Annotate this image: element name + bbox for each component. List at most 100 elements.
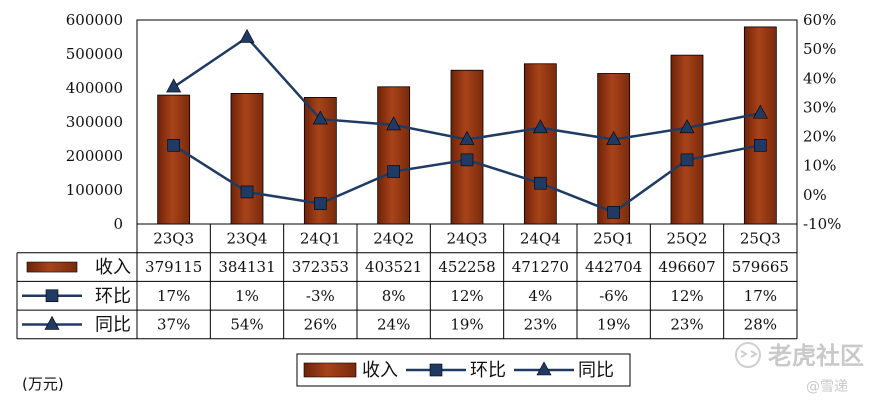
table-cell: 54% [230,315,263,333]
category-label: 23Q3 [153,229,194,247]
watermark-brand: 老虎社区 [768,342,864,370]
table-cell: 471270 [512,258,569,276]
yoy-point [606,130,622,145]
category-label: 25Q1 [593,229,634,247]
mom-point [680,153,694,167]
right-tick-label: 60% [803,11,836,29]
table-cell: 442704 [585,258,642,276]
unit-label: (万元) [22,375,64,393]
table-cell: 12% [450,287,483,305]
table-cell: 23% [524,315,557,333]
table-cell: 19% [450,315,483,333]
table-cell: 19% [597,315,630,333]
watermark-handle: @雪递 [806,379,848,395]
table-cell: 28% [744,315,777,333]
table-cell: 8% [382,287,406,305]
category-label: 23Q4 [227,229,268,247]
revenue-bar [450,69,484,225]
right-tick-label: -10% [803,215,841,233]
table-series-name: 同比 [95,314,131,335]
mom-point [607,206,620,219]
table-series-name: 收入 [95,257,131,278]
table-key-yoy-marker [44,315,60,330]
table-cell: 37% [157,315,190,333]
yoy-point [312,110,328,125]
left-tick-label: 300000 [66,113,123,131]
table-cell: 579665 [732,258,789,276]
left-tick-label: 200000 [66,147,123,165]
category-label: 24Q4 [520,229,561,247]
category-label: 25Q2 [667,229,708,247]
revenue-bar [597,73,631,225]
table-cell: 384131 [218,258,275,276]
yoy-point [166,78,182,93]
yoy-point [532,119,548,134]
table-series-name: 环比 [95,286,131,307]
revenue-bar [157,94,191,225]
table-cell: 17% [157,287,190,305]
left-tick-label: 600000 [66,11,123,29]
table-cell: 1% [235,287,259,305]
mom-point [534,176,547,190]
legend-key-mom-marker [429,363,443,377]
table-cell: 496607 [658,258,715,276]
left-tick-label: 500000 [66,45,123,63]
table-key-revenue [26,261,78,273]
yoy-point [679,119,695,134]
left-tick-label: 0 [113,215,123,233]
right-tick-label: 30% [803,98,836,116]
table-cell: 379115 [145,258,202,276]
revenue-bar [743,26,777,225]
revenue-bar [230,92,264,225]
legend-label-revenue: 收入 [362,360,398,381]
right-tick-label: 50% [803,40,836,58]
left-axis-ticks: 0 100000 200000 300000 400000 500000 600000 [66,11,123,233]
table-cell: 24% [377,315,410,333]
watermark: 老虎社区 @雪递 [735,342,864,395]
category-label: 25Q3 [740,229,781,247]
category-label: 24Q3 [447,229,488,247]
yoy-point [386,116,402,131]
table-cell: 403521 [365,258,422,276]
right-axis-ticks: -10% 0% 10% 20% 30% 40% 50% 60% [803,11,841,233]
table-cell: 26% [304,315,337,333]
mom-point [240,185,254,199]
revenue-bar [523,63,557,225]
revenue-bar [377,86,411,225]
mom-point [167,139,180,152]
legend-key-yoy-marker [536,361,552,376]
yoy-point [752,104,768,119]
legend-label-mom: 环比 [470,360,506,381]
table-cell: 17% [744,287,777,305]
revenue-bar [670,54,704,225]
legend-label-yoy: 同比 [578,360,614,381]
tiger-logo-icon [735,342,761,368]
category-label: 24Q1 [300,229,341,247]
left-tick-label: 100000 [66,181,123,199]
mom-point [460,153,474,167]
right-tick-label: 0% [803,186,827,204]
table-cell: 372353 [292,258,349,276]
table-cell: 452258 [438,258,495,276]
table-cell: 4% [528,287,552,305]
table-cell: 12% [670,287,703,305]
legend-key-revenue [303,362,357,378]
left-tick-label: 400000 [66,79,123,97]
table-cell: 23% [670,315,703,333]
mom-point [314,197,327,210]
mom-point [754,139,767,152]
category-label: 24Q2 [373,229,414,247]
data-table: 23Q3 23Q4 24Q1 24Q2 24Q3 24Q4 25Q1 25Q2 25Q3 收入 37… [16,224,798,340]
table-key-mom-marker [45,289,59,303]
right-tick-label: 10% [803,157,836,175]
legend: 收入 环比 同比 [296,353,631,387]
yoy-point [239,28,255,43]
mom-point [387,165,400,178]
right-tick-label: 20% [803,128,836,146]
table-cell: -6% [599,287,628,305]
growth-lines [166,28,768,219]
yoy-point [459,130,475,145]
right-tick-label: 40% [803,69,836,87]
table-cell: -3% [306,287,335,305]
